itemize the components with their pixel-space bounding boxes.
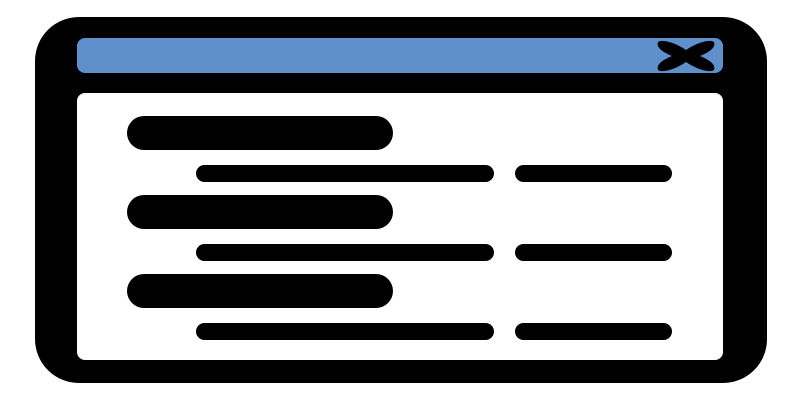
row-1-value-bar [515,165,672,182]
row-1-heading-bar [127,116,393,150]
close-x-icon[interactable] [652,38,720,74]
title-bar [77,38,723,73]
row-3-heading-bar [127,274,393,308]
row-3-detail-bar [196,323,494,340]
row-2-detail-bar [196,244,494,261]
row-3-value-bar [515,323,672,340]
row-2-heading-bar [127,195,393,229]
row-2-value-bar [515,244,672,261]
row-1-detail-bar [196,165,494,182]
